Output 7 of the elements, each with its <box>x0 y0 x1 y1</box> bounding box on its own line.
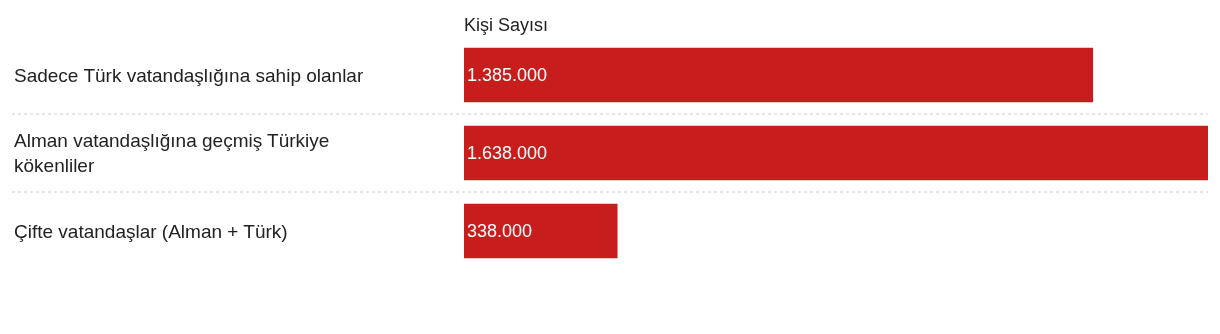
chart-title: Kişi Sayısı <box>464 15 549 36</box>
y-tick-label: Çifte vatandaşlar (Alman + Türk) <box>14 221 288 242</box>
data-label: 1.638.000 <box>467 143 548 163</box>
y-tick-label: Alman vatandaşlığına geçmiş Türkiye kökenliler <box>14 130 330 176</box>
y-tick-label: Sadece Türk vatandaşlığına sahip olanlar <box>14 65 364 86</box>
data-label: 1.385.000 <box>467 65 548 85</box>
data-label: 338.000 <box>467 221 533 241</box>
